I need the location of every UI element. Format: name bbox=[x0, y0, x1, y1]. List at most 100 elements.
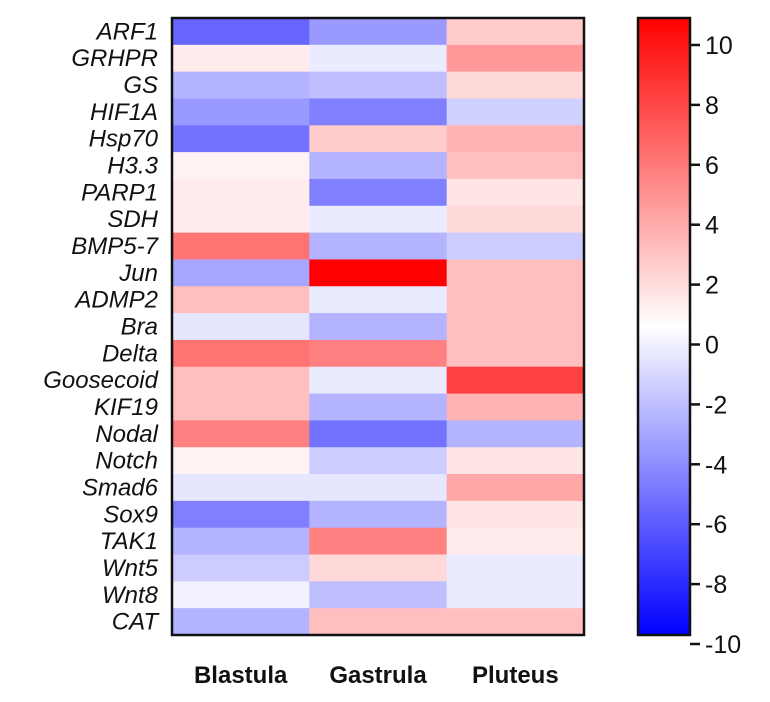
heatmap-cell-parp1-pluteus bbox=[446, 178, 585, 207]
row-label: H3.3 bbox=[107, 153, 158, 180]
colorbar-tick-label: 0 bbox=[705, 332, 719, 360]
row-label: KIF19 bbox=[94, 394, 158, 421]
colorbar-gradient bbox=[636, 16, 692, 637]
heatmap-cell-parp1-gastrula bbox=[309, 178, 448, 207]
heatmap-cell-smad6-pluteus bbox=[446, 474, 585, 502]
heatmap-cell-wnt8-pluteus bbox=[446, 581, 585, 609]
column-label: Blastula bbox=[194, 662, 288, 689]
heatmap-cell-delta-gastrula bbox=[309, 339, 448, 368]
heatmap-cell-hif1a-gastrula bbox=[309, 98, 448, 126]
heatmap-cell-bra-gastrula bbox=[309, 313, 448, 341]
row-label: TAK1 bbox=[100, 528, 158, 555]
row-label: Goosecoid bbox=[43, 367, 158, 394]
heatmap-cell-sdh-blastula bbox=[172, 205, 310, 234]
row-label: BMP5-7 bbox=[71, 233, 159, 260]
heatmap-cell-tak1-blastula bbox=[172, 527, 310, 556]
column-labels: Blastula Gastrula Pluteus bbox=[194, 662, 559, 689]
heatmap-cell-gs-gastrula bbox=[309, 71, 448, 100]
heatmap-frame bbox=[170, 16, 586, 637]
heatmap-cell-wnt5-gastrula bbox=[309, 554, 448, 582]
heatmap-cell-jun-gastrula bbox=[309, 259, 448, 287]
heatmap-cell-kif19-blastula bbox=[172, 393, 310, 421]
heatmap-cell-wnt5-pluteus bbox=[446, 554, 585, 582]
heatmap-cell-h3.3-gastrula bbox=[309, 152, 448, 180]
colorbar-tick-label: 6 bbox=[705, 152, 719, 180]
row-labels: ARF1GRHPRGSHIF1AHsp70H3.3PARP1SDHBMP5-7J… bbox=[43, 18, 160, 635]
colorbar-tick-label: -6 bbox=[705, 511, 727, 539]
colorbar-tick-label: -2 bbox=[705, 391, 727, 419]
row-label: Wnt8 bbox=[102, 582, 159, 609]
heatmap-cell-notch-gastrula bbox=[309, 447, 448, 475]
row-label: HIF1A bbox=[90, 99, 158, 126]
row-label: PARP1 bbox=[81, 179, 158, 206]
heatmap-cell-bra-blastula bbox=[172, 313, 310, 341]
heatmap-cell-goosecoid-gastrula bbox=[309, 366, 448, 395]
heatmap-cell-wnt8-gastrula bbox=[309, 581, 448, 609]
row-label: ADMP2 bbox=[73, 287, 158, 314]
row-label: Notch bbox=[95, 448, 158, 475]
colorbar-tick-label: -10 bbox=[705, 631, 741, 659]
heatmap-cell-goosecoid-pluteus bbox=[446, 366, 585, 395]
heatmap-cell-nodal-gastrula bbox=[309, 420, 448, 448]
heatmap-cell-hif1a-pluteus bbox=[446, 98, 585, 126]
column-label: Gastrula bbox=[329, 662, 427, 689]
row-label: SDH bbox=[107, 206, 158, 233]
heatmap-cell-delta-blastula bbox=[172, 339, 310, 368]
row-label: Wnt5 bbox=[102, 555, 159, 582]
row-label: Nodal bbox=[95, 421, 158, 448]
heatmap-cell-goosecoid-blastula bbox=[172, 366, 310, 395]
heatmap-cell-nodal-pluteus bbox=[446, 420, 585, 448]
colorbar-tick-label: 10 bbox=[705, 32, 733, 60]
heatmap-cell-sox9-pluteus bbox=[446, 500, 585, 529]
heatmap-cell-bra-pluteus bbox=[446, 313, 585, 341]
heatmap-cells bbox=[172, 18, 585, 636]
heatmap-cell-arf1-gastrula bbox=[309, 18, 448, 46]
heatmap-cell-hsp70-gastrula bbox=[309, 125, 448, 153]
heatmap-cell-parp1-blastula bbox=[172, 178, 310, 207]
heatmap-cell-sdh-gastrula bbox=[309, 205, 448, 234]
heatmap-cell-kif19-pluteus bbox=[446, 393, 585, 421]
row-label: Hsp70 bbox=[89, 126, 159, 153]
heatmap-cell-hsp70-pluteus bbox=[446, 125, 585, 153]
heatmap-cell-arf1-blastula bbox=[172, 18, 310, 46]
heatmap-cell-bmp5-7-gastrula bbox=[309, 232, 448, 261]
heatmap-cell-wnt5-blastula bbox=[172, 554, 310, 582]
heatmap-cell-bmp5-7-pluteus bbox=[446, 232, 585, 261]
heatmap-cell-sdh-pluteus bbox=[446, 205, 585, 234]
heatmap-cell-grhpr-pluteus bbox=[446, 44, 585, 73]
heatmap-cell-admp2-blastula bbox=[172, 286, 310, 314]
heatmap-cell-notch-blastula bbox=[172, 447, 310, 475]
colorbar-tick-label: -8 bbox=[705, 571, 727, 599]
heatmap-cell-admp2-gastrula bbox=[309, 286, 448, 314]
heatmap-cell-grhpr-gastrula bbox=[309, 44, 448, 73]
colorbar-tick-label: -4 bbox=[705, 451, 727, 479]
row-label: Smad6 bbox=[82, 474, 159, 501]
column-label: Pluteus bbox=[472, 662, 559, 689]
heatmap-cell-sox9-blastula bbox=[172, 500, 310, 529]
heatmap-cell-h3.3-blastula bbox=[172, 152, 310, 180]
heatmap-cell-jun-pluteus bbox=[446, 259, 585, 287]
heatmap-cell-cat-pluteus bbox=[446, 608, 585, 636]
row-label: GS bbox=[123, 72, 158, 99]
heatmap-cell-sox9-gastrula bbox=[309, 500, 448, 529]
heatmap-cell-grhpr-blastula bbox=[172, 44, 310, 73]
heatmap-cell-bmp5-7-blastula bbox=[172, 232, 310, 261]
row-label: Delta bbox=[102, 340, 158, 367]
row-label: Jun bbox=[118, 260, 158, 287]
heatmap-cell-h3.3-pluteus bbox=[446, 152, 585, 180]
row-label: GRHPR bbox=[71, 45, 158, 72]
heatmap-cell-tak1-gastrula bbox=[309, 527, 448, 556]
row-label: Bra bbox=[121, 314, 158, 341]
heatmap-cell-kif19-gastrula bbox=[309, 393, 448, 421]
row-label: ARF1 bbox=[95, 18, 158, 45]
heatmap-cell-nodal-blastula bbox=[172, 420, 310, 448]
heatmap-cell-notch-pluteus bbox=[446, 447, 585, 475]
heatmap-cell-gs-pluteus bbox=[446, 71, 585, 100]
colorbar-tick-label: 8 bbox=[705, 92, 719, 120]
heatmap-cell-tak1-pluteus bbox=[446, 527, 585, 556]
heatmap-cell-arf1-pluteus bbox=[446, 18, 585, 46]
colorbar: 10 8 6 4 2 0 -2 -4 -6 -8 -10 bbox=[636, 16, 741, 659]
heatmap-cell-delta-pluteus bbox=[446, 339, 585, 368]
heatmap-cell-cat-blastula bbox=[172, 608, 310, 636]
